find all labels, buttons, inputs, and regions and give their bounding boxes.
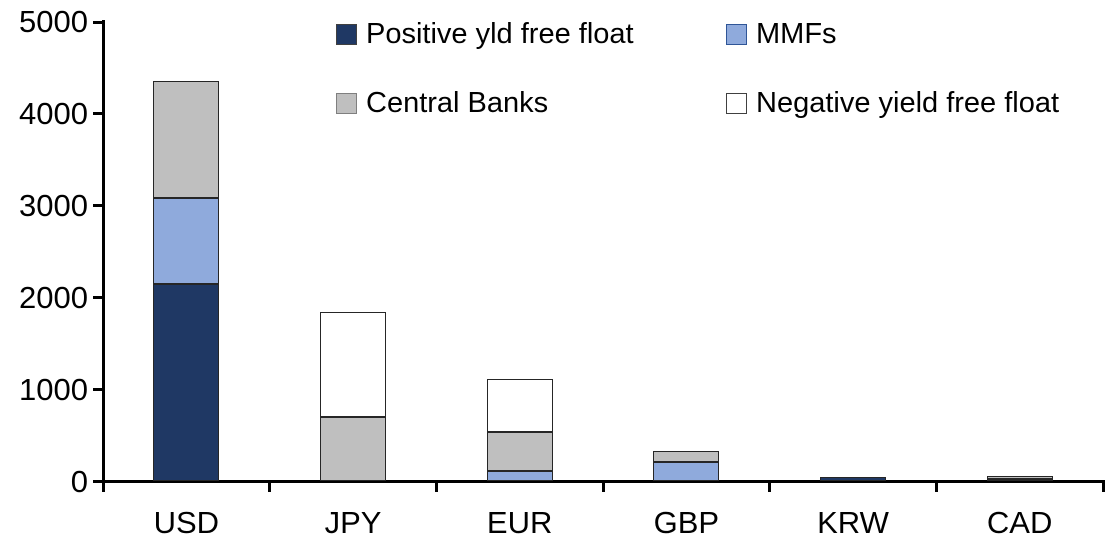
- segment-central-banks-eur: [486, 431, 553, 472]
- bar-krw: [820, 0, 886, 482]
- x-label-jpy: JPY: [324, 505, 382, 540]
- segment-central-banks-usd: [153, 81, 220, 199]
- x-tick: [268, 481, 272, 492]
- segment-mmfs-usd: [153, 198, 220, 284]
- x-tick: [1101, 481, 1105, 492]
- y-tick-label: 0: [70, 463, 88, 499]
- y-tick: [93, 112, 104, 116]
- x-tick: [601, 481, 605, 492]
- legend-item-negative-yield-free-float: Negative yield free float: [726, 85, 1059, 121]
- bar-usd: [153, 0, 220, 482]
- segment-central-banks-cad: [986, 475, 1053, 479]
- segment-mmfs-eur: [486, 471, 553, 482]
- legend-swatch-icon: [726, 23, 747, 45]
- y-tick-label: 4000: [19, 95, 88, 131]
- bar-gbp: [653, 0, 720, 482]
- legend-label: Positive yld free float: [366, 18, 634, 50]
- segment-negative-yield-free-float-jpy: [320, 311, 386, 418]
- x-label-cad: CAD: [986, 505, 1053, 540]
- segment-negative-yield-free-float-eur: [486, 379, 553, 432]
- legend-item-mmfs: MMFs: [726, 16, 837, 52]
- y-axis-line: [101, 20, 105, 484]
- y-tick-label: 2000: [19, 279, 88, 315]
- x-label-usd: USD: [153, 505, 220, 540]
- y-tick: [93, 204, 104, 208]
- x-label-gbp: GBP: [653, 505, 720, 540]
- x-label-krw: KRW: [817, 505, 889, 540]
- legend-swatch-icon: [336, 92, 357, 114]
- y-tick: [93, 296, 104, 300]
- x-axis-line: [93, 480, 1105, 483]
- y-tick: [93, 480, 104, 483]
- x-label-eur: EUR: [486, 505, 553, 540]
- bar-eur: [486, 0, 553, 482]
- y-tick: [93, 388, 104, 392]
- x-tick: [768, 481, 772, 492]
- segment-mmfs-cad: [986, 478, 1053, 482]
- y-tick-label: 3000: [19, 187, 88, 223]
- segment-central-banks-gbp: [653, 451, 720, 463]
- legend-swatch-icon: [726, 92, 747, 114]
- y-tick-label: 1000: [19, 371, 88, 407]
- legend-label: Central Banks: [366, 87, 549, 119]
- segment-positive-yld-free-float-krw: [820, 477, 886, 482]
- segment-positive-yld-free-float-usd: [153, 283, 220, 482]
- legend-swatch-icon: [336, 23, 357, 45]
- segment-central-banks-jpy: [320, 417, 386, 482]
- legend-item-central-banks: Central Banks: [336, 85, 548, 121]
- legend-label: MMFs: [756, 18, 837, 50]
- y-tick: [93, 20, 104, 24]
- x-tick: [101, 481, 105, 492]
- bar-jpy: [320, 0, 386, 482]
- x-tick: [934, 481, 938, 492]
- legend-label: Negative yield free float: [756, 87, 1060, 119]
- segment-mmfs-gbp: [653, 462, 720, 482]
- bar-cad: [986, 0, 1053, 482]
- legend-item-positive-yld-free-float: Positive yld free float: [336, 16, 634, 52]
- x-tick: [434, 481, 438, 492]
- y-tick-label: 5000: [19, 4, 88, 39]
